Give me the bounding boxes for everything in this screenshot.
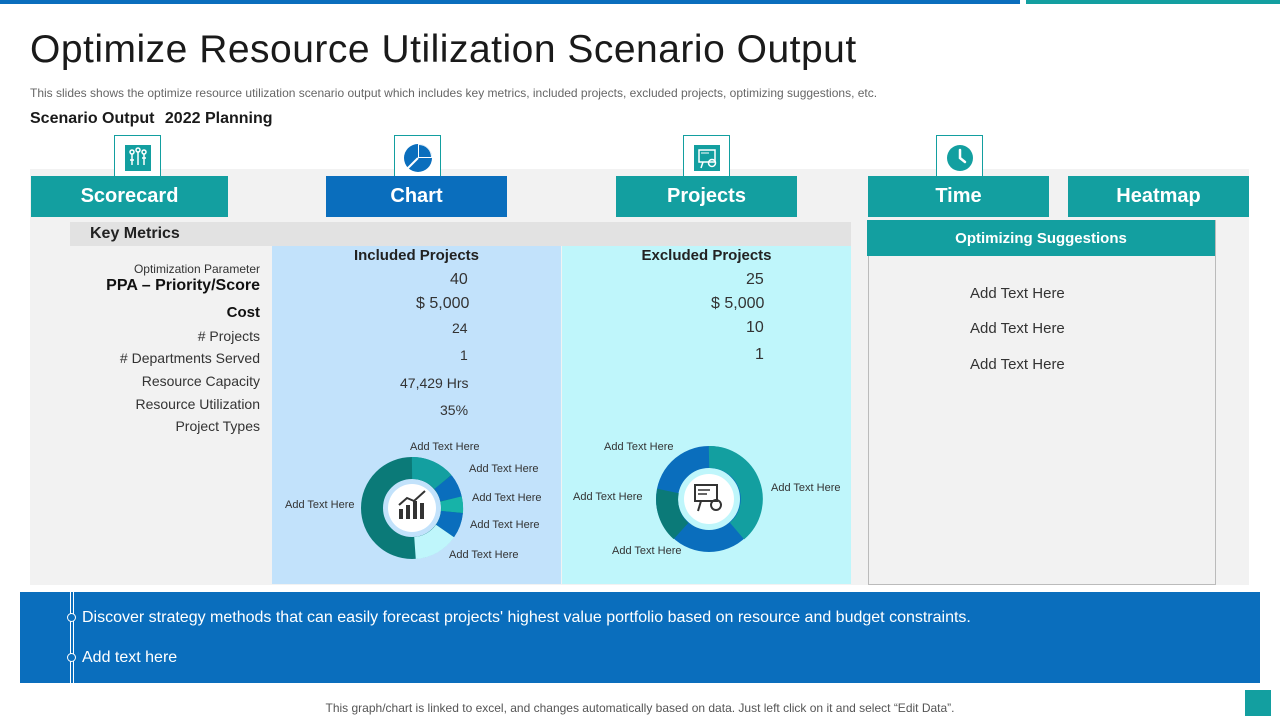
included-donut-label: Add Text Here [285,499,355,511]
label-ppa: PPA – Priority/Score [106,277,260,294]
tab-scorecard[interactable]: Scorecard [31,176,228,217]
optimizing-suggestions-box [868,220,1216,585]
included-projects-value: 24 [452,320,468,336]
footer-note: This graph/chart is linked to excel, and… [325,701,955,715]
included-capacity-value: 47,429 Hrs [400,375,469,391]
presentation-gear-icon [694,484,722,512]
bottom-text-line-2: Add text here [82,649,178,666]
included-donut-label: Add Text Here [410,441,480,453]
excluded-cost-value: $ 5,000 [711,295,765,312]
excluded-donut-label: Add Text Here [573,491,643,503]
included-donut-label: Add Text Here [449,549,519,561]
tab-projects[interactable]: Projects [616,176,797,217]
excluded-donut-label: Add Text Here [612,545,682,557]
label-cost: Cost [226,304,260,321]
suggestion-item: Add Text Here [970,285,1065,302]
included-utilization-value: 35% [440,402,469,418]
clock-icon [936,135,983,180]
bullet-dot [67,613,76,622]
scenario-value: 2022 Planning [164,110,273,127]
excluded-projects-header: Excluded Projects [641,247,772,264]
label-departments: # Departments Served [119,350,260,366]
included-donut-chart [361,457,464,559]
included-cost-value: $ 5,000 [416,295,470,312]
suggestion-item: Add Text Here [970,356,1065,373]
key-metrics-header: Key Metrics [70,222,851,246]
excluded-donut-label: Add Text Here [604,441,674,453]
growth-chart-icon [398,490,426,519]
excluded-donut-label: Add Text Here [771,482,841,494]
top-accent-bar-blue [0,0,1020,4]
bullet-dot [67,653,76,662]
tab-chart[interactable]: Chart [326,176,507,217]
included-projects-header: Included Projects [353,247,480,264]
label-optimization-parameter: Optimization Parameter [133,262,260,276]
label-resource-utilization: Resource Utilization [135,396,261,412]
suggestion-item: Add Text Here [970,320,1065,337]
top-accent-bar-teal [1026,0,1280,4]
label-resource-capacity: Resource Capacity [141,373,260,389]
page-subtitle: This slides shows the optimize resource … [30,86,878,100]
timeline-line [70,592,71,683]
included-donut-label: Add Text Here [472,492,542,504]
excluded-projects-column [562,246,851,584]
label-projects: # Projects [197,328,260,344]
included-departments-value: 1 [460,347,468,363]
network-icon [114,135,161,180]
included-donut-label: Add Text Here [469,463,539,475]
label-project-types: Project Types [175,418,260,434]
pie-chart-icon [394,135,441,180]
timeline-line [73,592,74,683]
excluded-departments-value: 1 [755,346,764,363]
excluded-donut-chart [656,445,763,552]
page-title: Optimize Resource Utilization Scenario O… [30,28,857,71]
presentation-gear-icon [683,135,730,180]
scenario-label: Scenario Output [30,110,155,127]
included-donut-label: Add Text Here [470,519,540,531]
bottom-text-line-1: Discover strategy methods that can easil… [82,609,971,626]
excluded-ppa-value: 25 [746,271,764,288]
scenario-line: Scenario Output 2022 Planning [30,110,279,128]
excluded-projects-value: 10 [746,319,764,336]
optimizing-suggestions-header: Optimizing Suggestions [867,220,1215,256]
tab-heatmap[interactable]: Heatmap [1068,176,1249,217]
corner-square [1245,690,1271,716]
bottom-banner [20,592,1260,683]
tab-time[interactable]: Time [868,176,1049,217]
included-ppa-value: 40 [450,271,468,288]
